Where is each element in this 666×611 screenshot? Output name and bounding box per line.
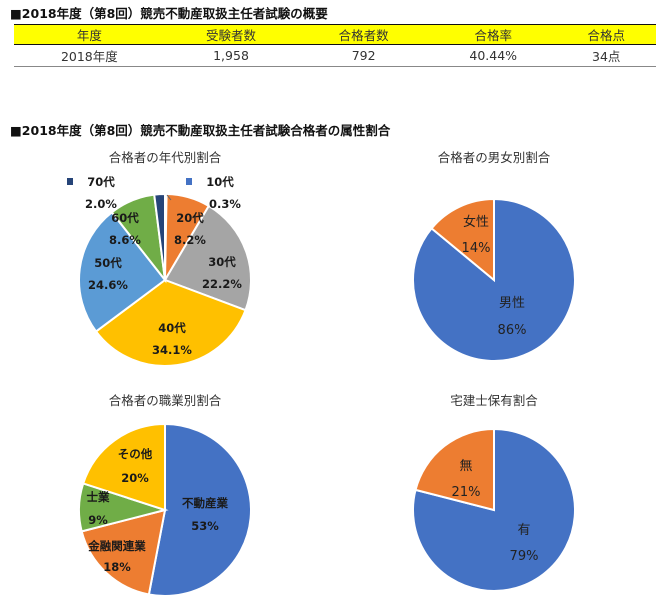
pie-slice-40代 (94, 278, 247, 367)
slice-percent-label: 9% (88, 513, 108, 527)
summary-data-row: 2018年度 1,958 792 40.44% 34点 (14, 44, 656, 67)
header-year: 年度 (14, 24, 165, 45)
slice-percent-label: 20% (121, 471, 149, 485)
slice-percent-label: 0.3% (209, 197, 241, 211)
pie-slice-女性 (430, 197, 495, 283)
slice-percent-label: 18% (103, 560, 131, 574)
slice-percent-label: 22.2% (202, 277, 242, 291)
pie-slice-50代 (78, 210, 167, 333)
pie-slice-無 (414, 427, 495, 512)
slice-percent-label: 8.2% (174, 233, 206, 247)
summary-table: 年度 受験者数 合格者数 合格率 合格点 2018年度 1,958 792 40… (14, 24, 656, 67)
slice-category-label: 70代 (87, 175, 115, 189)
slice-category-label: 男性 (499, 296, 525, 311)
cell-examinees: 1,958 (164, 44, 298, 67)
slice-percent-label: 86% (498, 323, 527, 338)
slice-category-label: 無 (459, 459, 472, 474)
slice-percent-label: 14% (462, 241, 491, 256)
cell-pass-score: 34点 (556, 44, 656, 67)
slice-category-label: 20代 (176, 211, 204, 225)
pie-slice-30代 (163, 204, 252, 312)
slice-category-label: 50代 (94, 256, 122, 270)
header-pass-rate: 合格率 (430, 24, 557, 45)
summary-section-title: ■2018年度（第8回）競売不動産取扱主任者試験の概要 (10, 6, 328, 21)
header-examinees: 受験者数 (164, 24, 298, 45)
legend-swatch (186, 178, 192, 185)
slice-category-label: 40代 (158, 321, 186, 335)
pie-slice-その他 (81, 422, 166, 512)
slice-percent-label: 24.6% (88, 278, 128, 292)
chart-title: 合格者の職業別割合 (109, 393, 222, 408)
slice-category-label: 10代 (206, 175, 234, 189)
cell-passers: 792 (297, 44, 430, 67)
slice-percent-label: 53% (191, 519, 219, 533)
slice-percent-label: 2.0% (85, 197, 117, 211)
header-pass-score: 合格点 (556, 24, 656, 45)
leader-line (166, 194, 172, 201)
slice-category-label: その他 (118, 447, 153, 461)
cell-year: 2018年度 (14, 44, 165, 67)
slice-category-label: 60代 (111, 211, 139, 225)
slice-category-label: 士業 (87, 490, 110, 504)
chart-title: 合格者の年代別割合 (109, 150, 222, 165)
slice-percent-label: 79% (510, 549, 539, 564)
legend-swatch (67, 178, 73, 185)
pie-slice-金融関連業 (80, 508, 167, 596)
cell-pass-rate: 40.44% (430, 44, 557, 67)
pie-slice-不動産業 (147, 422, 252, 597)
attributes-section-title: ■2018年度（第8回）競売不動産取扱主任者試験合格者の属性割合 (10, 123, 391, 138)
slice-percent-label: 8.6% (109, 233, 141, 247)
slice-category-label: 不動産業 (182, 496, 228, 510)
slice-category-label: 金融関連業 (87, 539, 146, 553)
slice-percent-label: 34.1% (152, 343, 192, 357)
summary-header-row: 年度 受験者数 合格者数 合格率 合格点 (14, 24, 656, 45)
slice-percent-label: 21% (452, 485, 481, 500)
pie-chart-1: 合格者の年代別割合 10代 0.3% 20代 8.2%30代 22.2% 40代 34.1% 5… (67, 150, 252, 367)
pie-slice-70代 (153, 192, 166, 281)
slice-category-label: 女性 (463, 214, 489, 230)
chart-title: 合格者の男女別割合 (438, 150, 551, 165)
slice-category-label: 有 (517, 523, 530, 538)
slice-category-label: 30代 (208, 255, 236, 269)
chart-title: 宅建士保有割合 (450, 393, 538, 408)
header-passers: 合格者数 (297, 24, 430, 45)
